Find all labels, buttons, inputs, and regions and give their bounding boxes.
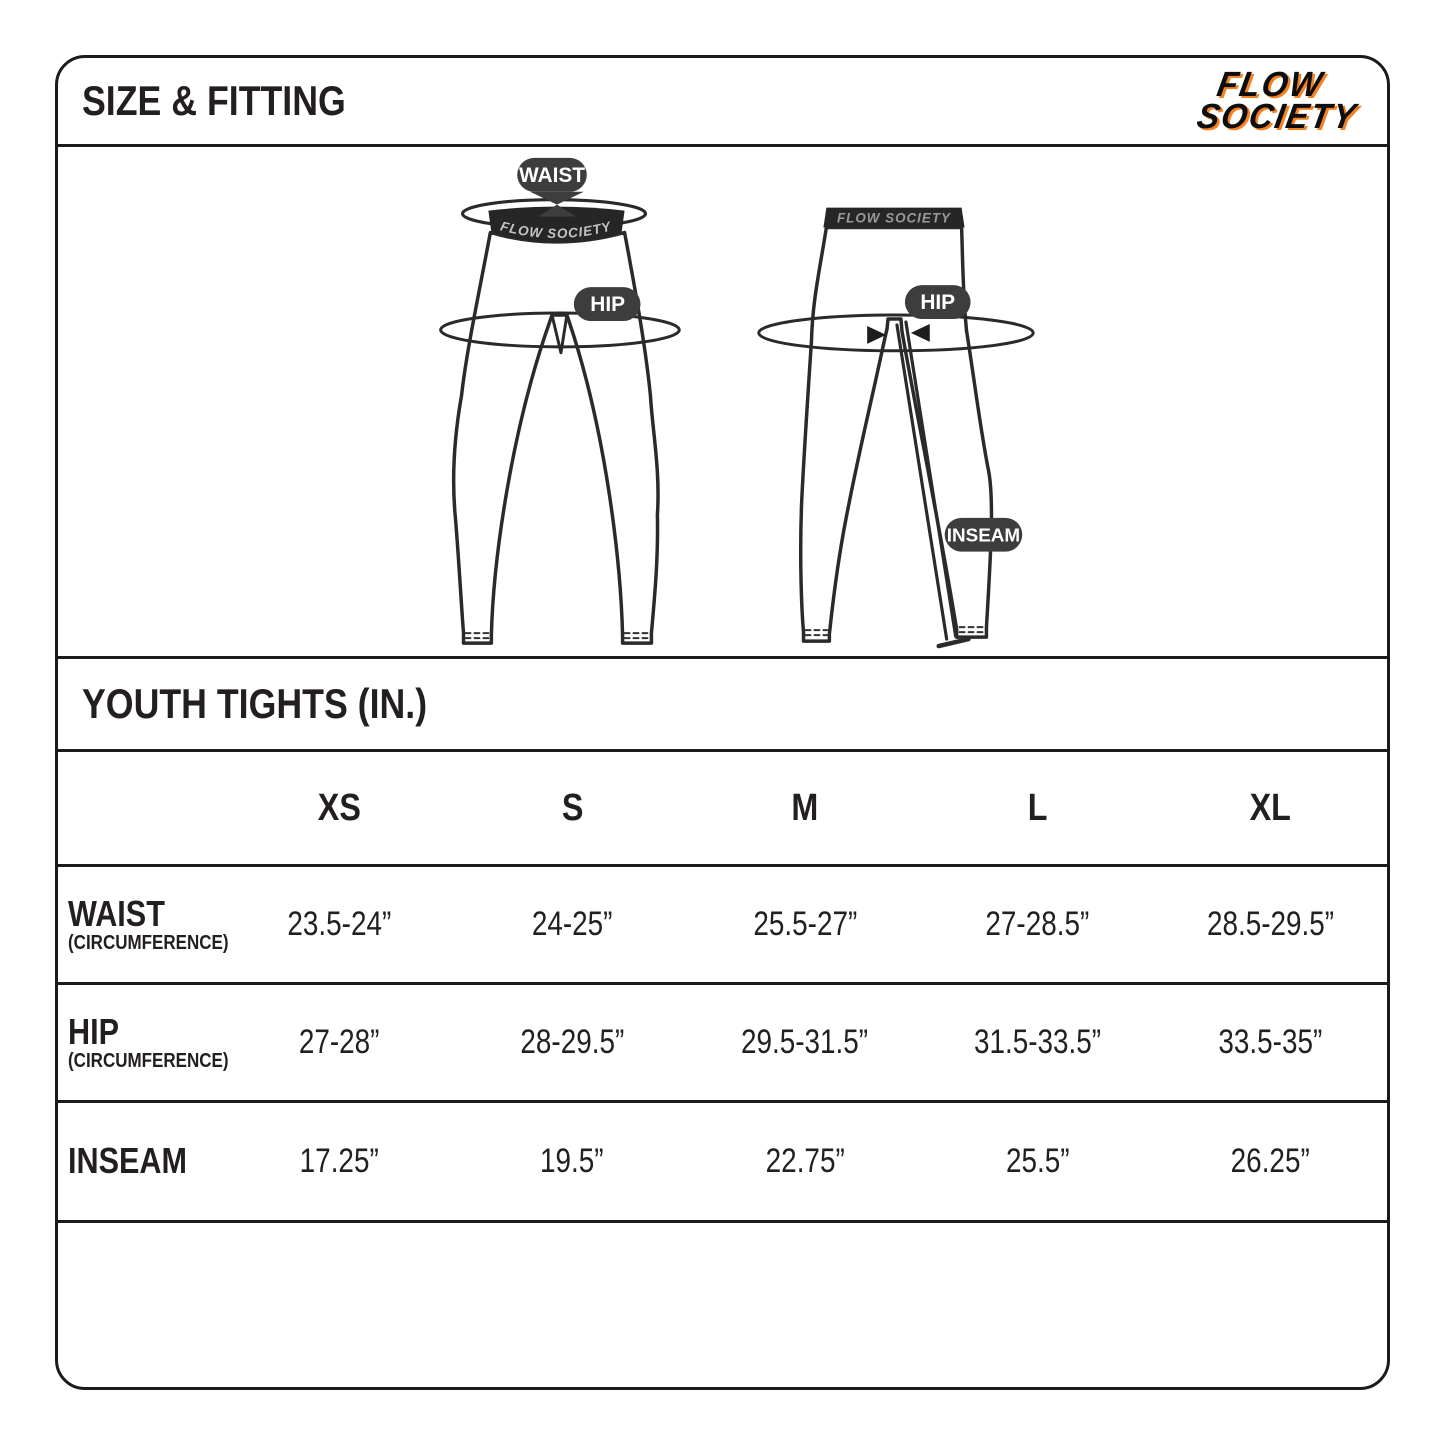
hip-value-l: 31.5-33.5” bbox=[974, 1023, 1102, 1061]
inseam-value-m: 22.75” bbox=[765, 1142, 845, 1180]
brand-logo-line2: SOCIETY bbox=[1194, 97, 1361, 136]
hip-badge-front-label: HIP bbox=[590, 293, 625, 316]
hip-measure-ellipse-back bbox=[757, 313, 1035, 353]
column-header-s: S bbox=[561, 786, 583, 829]
table-header-row: XS S M L XL bbox=[58, 752, 1387, 864]
table-row-inseam: INSEAM 17.25” 19.5” 22.75” 25.5” 26.25” bbox=[58, 1100, 1387, 1220]
back-waistband bbox=[823, 207, 965, 228]
tights-front-outline bbox=[451, 230, 660, 645]
inseam-badge bbox=[944, 517, 1023, 552]
fitting-diagram: FLOW SOCIETY WAIST HIP bbox=[58, 144, 1387, 656]
inseam-measure-line bbox=[895, 320, 971, 649]
hip-value-s: 28-29.5” bbox=[520, 1023, 625, 1061]
inseam-value-xs: 17.25” bbox=[299, 1142, 379, 1180]
front-waistband bbox=[488, 206, 625, 242]
front-ankle-stitches bbox=[464, 632, 652, 640]
waist-value-l: 27-28.5” bbox=[985, 905, 1090, 943]
hip-value-xl: 33.5-35” bbox=[1218, 1023, 1323, 1061]
tights-diagram-svg: FLOW SOCIETY WAIST HIP bbox=[439, 157, 1035, 649]
inseam-value-xl: 26.25” bbox=[1231, 1142, 1311, 1180]
row-label-inseam: INSEAM bbox=[68, 1140, 188, 1182]
hip-arrow-right bbox=[910, 323, 930, 342]
waist-value-xl: 28.5-29.5” bbox=[1207, 905, 1335, 943]
sheet-header: SIZE & FITTING FLOW SOCIETY bbox=[58, 58, 1387, 144]
column-header-l: L bbox=[1027, 786, 1048, 829]
front-waistband-text: FLOW SOCIETY bbox=[499, 219, 613, 242]
column-header-xl: XL bbox=[1249, 786, 1292, 829]
hip-badge-back-label: HIP bbox=[920, 291, 955, 314]
size-table: XS S M L XL WAIST (CIRCUMFERENCE) 23.5-2… bbox=[58, 749, 1387, 1387]
brand-logo: FLOW SOCIETY bbox=[1189, 65, 1363, 136]
row-label-waist: WAIST (CIRCUMFERENCE) bbox=[68, 892, 229, 954]
section-title-bar: YOUTH TIGHTS (IN.) bbox=[58, 656, 1387, 749]
hip-arrow-left bbox=[867, 325, 887, 344]
hip-measure-ellipse-front bbox=[439, 311, 681, 349]
waist-value-m: 25.5-27” bbox=[753, 905, 857, 943]
tights-back-outline bbox=[798, 225, 994, 643]
row-label-hip: HIP (CIRCUMFERENCE) bbox=[68, 1010, 229, 1072]
inseam-value-s: 19.5” bbox=[540, 1142, 604, 1180]
size-chart-sheet: SIZE & FITTING FLOW SOCIETY bbox=[55, 55, 1390, 1390]
page-title: SIZE & FITTING bbox=[82, 77, 346, 124]
tights-front-view: FLOW SOCIETY WAIST HIP bbox=[439, 157, 681, 645]
waist-badge bbox=[517, 157, 587, 192]
inseam-value-l: 25.5” bbox=[1006, 1142, 1070, 1180]
waist-callout-tail-bottom bbox=[538, 204, 576, 217]
waist-value-s: 24-25” bbox=[531, 905, 613, 943]
tights-back-view: FLOW SOCIETY HIP INSEAM bbox=[757, 207, 1035, 649]
section-title: YOUTH TIGHTS (IN.) bbox=[82, 680, 428, 727]
waist-callout-tail-top bbox=[530, 191, 584, 205]
hip-badge-front bbox=[573, 287, 641, 321]
column-header-m: M bbox=[791, 786, 819, 829]
front-crotch-seam bbox=[550, 313, 569, 355]
table-footer-empty bbox=[58, 1220, 1387, 1387]
waist-badge-label: WAIST bbox=[519, 164, 585, 187]
column-header-xs: XS bbox=[317, 786, 361, 829]
table-row-hip: HIP (CIRCUMFERENCE) 27-28” 28-29.5” 29.5… bbox=[58, 982, 1387, 1100]
table-row-waist: WAIST (CIRCUMFERENCE) 23.5-24” 24-25” 25… bbox=[58, 864, 1387, 982]
hip-value-m: 29.5-31.5” bbox=[741, 1023, 869, 1061]
hip-value-xs: 27-28” bbox=[299, 1023, 380, 1061]
hip-badge-back bbox=[904, 285, 971, 319]
back-waistband-text: FLOW SOCIETY bbox=[837, 211, 951, 226]
inseam-badge-label: INSEAM bbox=[947, 526, 1020, 547]
waist-value-xs: 23.5-24” bbox=[287, 905, 392, 943]
back-ankle-stitches bbox=[804, 626, 986, 637]
